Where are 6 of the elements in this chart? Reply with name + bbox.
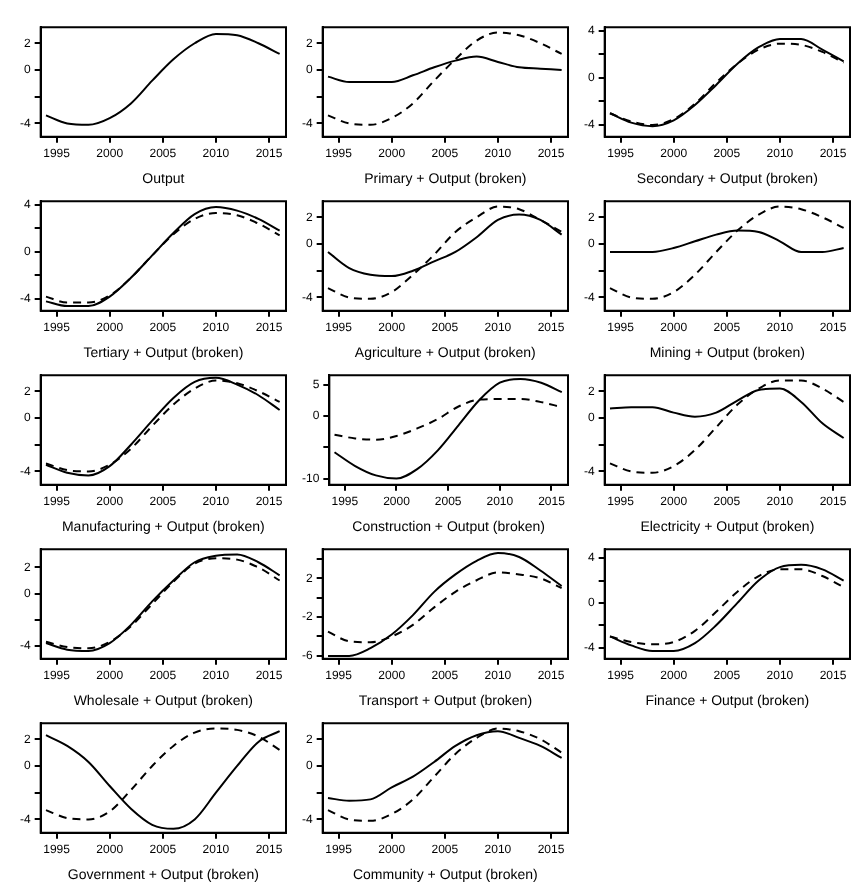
line-series	[44, 32, 281, 126]
line-series	[608, 205, 845, 300]
line-series	[608, 379, 845, 474]
line-series	[326, 31, 563, 126]
line-series	[333, 377, 563, 480]
line-series	[326, 727, 563, 822]
